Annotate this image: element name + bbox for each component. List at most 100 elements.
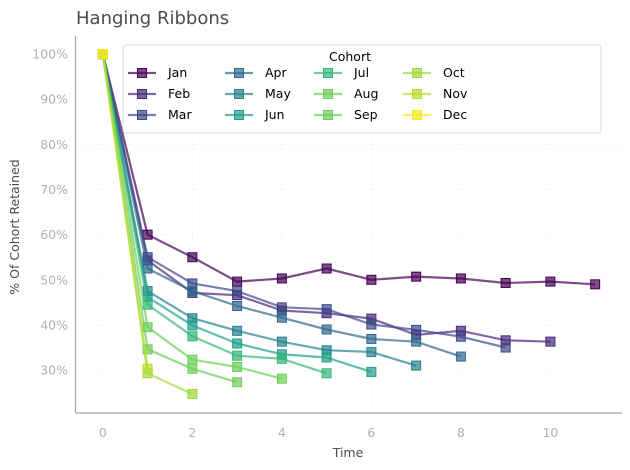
- data-point: [455, 331, 466, 342]
- data-point: [232, 361, 243, 372]
- legend-marker: [234, 110, 244, 120]
- data-point: [187, 320, 198, 331]
- data-point: [366, 274, 377, 285]
- legend-item-aug: Aug: [314, 86, 378, 101]
- legend-item-oct: Oct: [403, 65, 465, 80]
- legend-marker: [137, 110, 147, 120]
- data-point: [187, 354, 198, 365]
- data-point: [276, 273, 287, 284]
- series-line: [101, 53, 327, 375]
- legend-item-may: May: [225, 86, 291, 101]
- legend-item-jan: Jan: [128, 65, 187, 80]
- legend-marker: [234, 89, 244, 99]
- data-point: [590, 279, 601, 290]
- legend-label: Sep: [354, 107, 378, 122]
- data-point: [455, 351, 466, 362]
- x-tick-label: 10: [542, 425, 558, 440]
- legend-marker: [323, 110, 333, 120]
- data-point: [411, 271, 422, 282]
- data-point: [366, 347, 377, 358]
- legend-label: Dec: [443, 107, 467, 122]
- data-point: [411, 360, 422, 371]
- data-point: [142, 363, 153, 374]
- data-point: [187, 286, 198, 297]
- series-line: [101, 53, 506, 349]
- legend-item-apr: Apr: [225, 65, 287, 80]
- legend-title: Cohort: [329, 49, 371, 64]
- data-point: [366, 366, 377, 377]
- data-point: [142, 322, 153, 333]
- legend-marker: [412, 110, 422, 120]
- series-line: [101, 53, 238, 384]
- data-point: [276, 302, 287, 313]
- legend-item-dec: Dec: [403, 107, 467, 122]
- y-tick-label: 100%: [32, 47, 68, 62]
- x-tick-label: 4: [278, 425, 286, 440]
- legend-label: Aug: [354, 86, 378, 101]
- data-point: [366, 319, 377, 330]
- legend-item-nov: Nov: [403, 86, 468, 101]
- data-point: [142, 252, 153, 263]
- y-tick-label: 60%: [40, 227, 68, 242]
- series-line: [101, 53, 149, 369]
- series-jan: [97, 49, 601, 290]
- legend-marker: [137, 89, 147, 99]
- x-tick-label: 2: [188, 425, 196, 440]
- series-layer: [97, 49, 601, 400]
- legend-marker: [137, 68, 147, 78]
- y-tick-label: 70%: [40, 182, 68, 197]
- data-point: [411, 324, 422, 335]
- x-axis-label: Time: [332, 445, 364, 460]
- data-point: [187, 252, 198, 263]
- data-point: [545, 336, 556, 347]
- data-point: [455, 273, 466, 284]
- data-point: [276, 353, 287, 364]
- legend-item-feb: Feb: [128, 86, 190, 101]
- data-point: [276, 312, 287, 323]
- data-point: [232, 350, 243, 361]
- legend-marker: [323, 68, 333, 78]
- legend-label: Mar: [168, 107, 192, 122]
- series-apr: [97, 49, 466, 362]
- data-point: [232, 286, 243, 297]
- data-point: [276, 336, 287, 347]
- legend-item-jun: Jun: [225, 107, 285, 122]
- data-point: [232, 338, 243, 349]
- data-point: [321, 352, 332, 363]
- data-point: [276, 373, 287, 384]
- x-tick-labels: 0 2 4 6 8 10: [99, 425, 559, 440]
- data-point: [232, 276, 243, 287]
- data-point: [232, 325, 243, 336]
- data-point: [321, 304, 332, 315]
- legend: Cohort Jan Feb Mar Apr May Jun Jul Aug Sep Oct Nov…: [122, 44, 602, 134]
- x-tick-label: 8: [457, 425, 465, 440]
- data-point: [232, 377, 243, 388]
- y-tick-label: 40%: [40, 317, 68, 332]
- y-tick-label: 30%: [40, 363, 68, 378]
- data-point: [321, 324, 332, 335]
- data-point: [500, 277, 511, 288]
- data-point: [366, 333, 377, 344]
- legend-item-mar: Mar: [128, 107, 192, 122]
- series-dec: [97, 49, 108, 60]
- legend-label: Jul: [353, 65, 369, 80]
- legend-marker: [412, 68, 422, 78]
- data-point: [187, 331, 198, 342]
- legend-marker: [234, 68, 244, 78]
- data-point: [97, 49, 108, 60]
- series-line: [101, 53, 596, 286]
- data-point: [321, 263, 332, 274]
- data-point: [321, 368, 332, 379]
- legend-item-sep: Sep: [314, 107, 378, 122]
- legend-marker: [412, 89, 422, 99]
- legend-label: Jan: [167, 65, 187, 80]
- data-point: [187, 363, 198, 374]
- data-point: [142, 344, 153, 355]
- legend-label: Feb: [168, 86, 190, 101]
- series-line: [101, 53, 417, 367]
- legend-marker: [323, 89, 333, 99]
- legend-label: Apr: [265, 65, 287, 80]
- chart-title: Hanging Ribbons: [76, 8, 229, 29]
- data-point: [187, 389, 198, 400]
